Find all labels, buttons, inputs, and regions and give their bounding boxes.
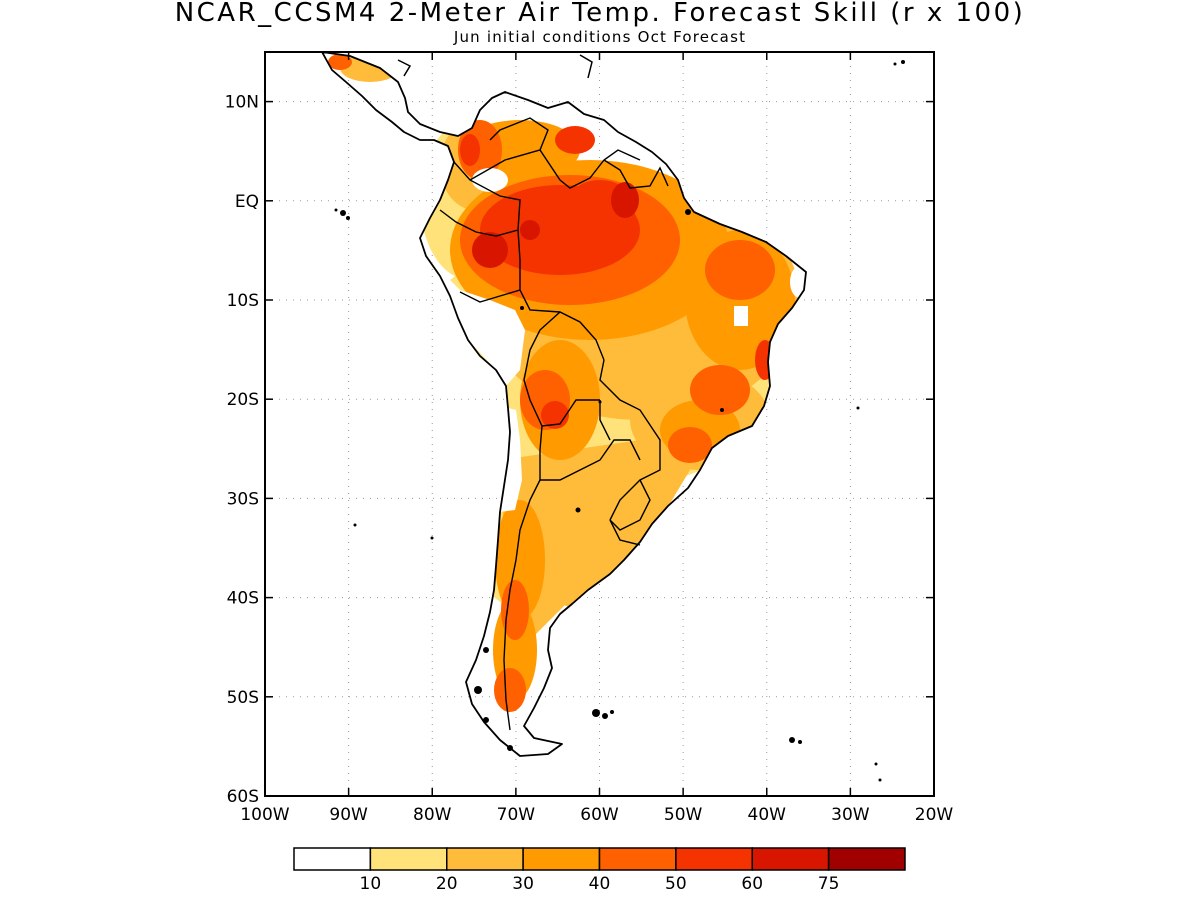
legend-label: 10 — [360, 874, 382, 894]
lon-label: 100W — [240, 805, 289, 825]
lat-label: 30S — [227, 489, 259, 509]
lat-label: EQ — [235, 192, 259, 212]
legend-swatch — [751, 847, 830, 871]
lat-label: 10S — [227, 291, 259, 311]
lon-label: 70W — [497, 805, 536, 825]
lat-label: 50S — [227, 688, 259, 708]
legend-label: 40 — [589, 874, 611, 894]
longitude-labels: 100W 90W 80W 70W 60W 50W 40W 30W 20W — [240, 805, 953, 825]
lat-label: 60S — [227, 787, 259, 807]
legend-swatch — [446, 847, 524, 871]
legend-label: 60 — [741, 874, 763, 894]
legend-label: 20 — [436, 874, 458, 894]
legend-swatch — [675, 847, 753, 871]
skill-level-below-10 — [426, 168, 806, 512]
legend-label: 30 — [512, 874, 534, 894]
latitude-labels: 10N EQ 10S 20S 30S 40S 50S 60S — [225, 93, 259, 807]
lon-label: 20W — [915, 805, 954, 825]
skill-field — [328, 54, 806, 712]
lat-label: 10N — [225, 93, 259, 113]
legend-swatch — [827, 847, 906, 871]
legend-swatch — [598, 847, 677, 871]
lon-label: 50W — [664, 805, 703, 825]
legend-swatch — [369, 847, 448, 871]
axis-ticks — [264, 52, 935, 797]
legend-label: 50 — [665, 874, 687, 894]
chart-subtitle: Jun initial conditions Oct Forecast — [453, 28, 747, 46]
country-borders — [439, 117, 669, 731]
coastline — [321, 52, 905, 782]
lon-label: 60W — [580, 805, 619, 825]
chart-title: NCAR_CCSM4 2-Meter Air Temp. Forecast Sk… — [174, 0, 1026, 28]
lon-label: 80W — [413, 805, 452, 825]
legend-label: 75 — [818, 874, 840, 894]
islands — [334, 60, 905, 782]
skill-level-60-75 — [472, 182, 639, 268]
lon-label: 30W — [831, 805, 870, 825]
lon-label: 40W — [748, 805, 787, 825]
lat-label: 40S — [227, 589, 259, 609]
legend-swatch — [522, 847, 601, 871]
lon-label: 90W — [329, 805, 368, 825]
color-legend: 10 20 30 40 50 60 75 — [293, 847, 906, 894]
legend-swatch — [293, 847, 372, 871]
lat-label: 20S — [227, 390, 259, 410]
